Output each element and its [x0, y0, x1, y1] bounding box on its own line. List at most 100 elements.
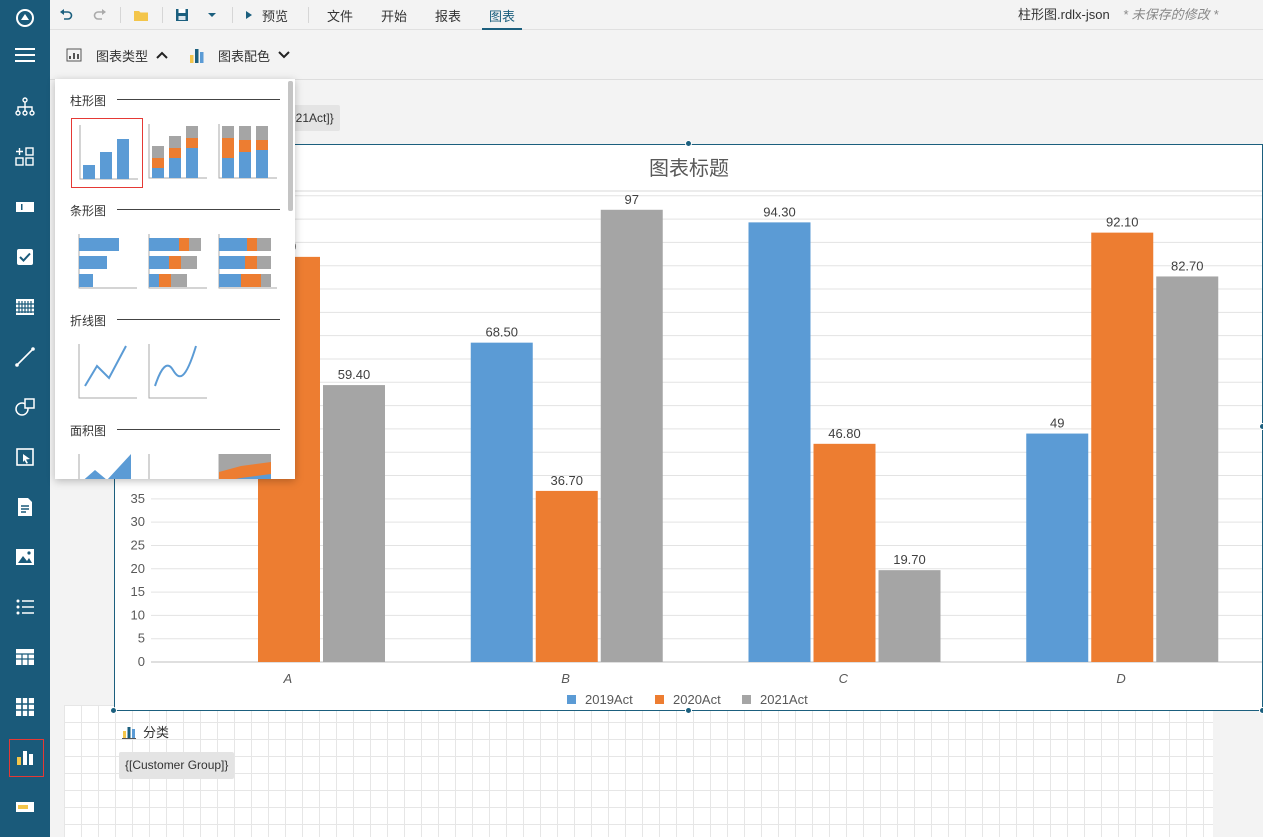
data-label: 97 [625, 192, 639, 207]
area-chart-thumb[interactable] [71, 448, 143, 479]
x-axis-labels: A B C D [283, 671, 1126, 686]
bar-2021Act-C [878, 570, 941, 662]
shapes-icon[interactable] [0, 382, 50, 432]
percent-stacked-column-thumb[interactable] [211, 118, 283, 188]
matrix-icon[interactable] [0, 682, 50, 732]
legend-swatch [567, 695, 576, 704]
section-title-column: 柱形图 [70, 94, 107, 108]
tab-report[interactable]: 报表 [434, 8, 461, 24]
legend-label: 2020Act [673, 692, 721, 707]
legend-swatch [655, 695, 664, 704]
bar-2021Act-B [600, 209, 663, 662]
y-tick-label: 25 [131, 537, 145, 552]
top-toolbar: 预览 文件 开始 报表 图表 柱形图.rdlx-json * 未保存的修改 * [50, 0, 1263, 30]
chart-type-icon [66, 48, 82, 62]
chart-icon[interactable] [0, 732, 50, 782]
section-title-area: 面积图 [70, 424, 107, 438]
y-tick-label: 5 [138, 631, 145, 646]
clustered-bar-thumb[interactable] [71, 228, 143, 298]
hierarchy-icon[interactable] [0, 82, 50, 132]
y-tick-label: 35 [131, 491, 145, 506]
chart-color-label: 图表配色 [218, 48, 271, 64]
preview-label: 预览 [262, 8, 289, 24]
input-field-icon[interactable] [0, 432, 50, 482]
line-icon[interactable] [0, 332, 50, 382]
add-component-icon[interactable] [0, 132, 50, 182]
bar-2020Act-B [535, 490, 598, 662]
x-category-label: A [283, 671, 293, 686]
data-label: 59.40 [338, 367, 371, 382]
y-axis-ticks: 0 5 10 15 20 25 30 35 [131, 491, 145, 669]
textbox-icon[interactable] [0, 182, 50, 232]
tab-home[interactable]: 开始 [380, 8, 407, 24]
data-label: 19.70 [893, 552, 926, 567]
table-icon[interactable] [0, 632, 50, 682]
save-icon[interactable] [172, 0, 192, 30]
stacked-bar-thumb[interactable] [141, 228, 213, 298]
chart-color-button[interactable]: 图表配色 [188, 40, 290, 70]
list-icon[interactable] [0, 582, 50, 632]
bar-2019Act-C [748, 222, 811, 662]
chart-type-label: 图表类型 [96, 48, 149, 64]
preview-button[interactable]: 预览 [244, 0, 302, 30]
data-label: 92.10 [1106, 215, 1139, 230]
percent-area-thumb[interactable] [211, 448, 283, 479]
rich-text-icon[interactable] [0, 482, 50, 532]
resize-handle-bottom-left[interactable] [110, 707, 117, 714]
legend-label: 2019Act [585, 692, 633, 707]
save-dropdown-icon[interactable] [202, 0, 222, 30]
design-grid [64, 705, 1213, 837]
x-category-label: D [1116, 671, 1125, 686]
chart-ribbon: 图表类型 图表配色 [50, 30, 1263, 80]
barcode-icon[interactable] [0, 282, 50, 332]
play-icon [246, 11, 252, 19]
app-logo-icon [0, 0, 50, 36]
open-folder-icon[interactable] [130, 0, 152, 30]
y-tick-label: 15 [131, 584, 145, 599]
bullet-icon[interactable] [0, 782, 50, 832]
checkbox-icon[interactable] [0, 232, 50, 282]
y-tick-label: 0 [138, 654, 145, 669]
percent-stacked-bar-thumb[interactable] [211, 228, 283, 298]
undo-icon[interactable] [56, 0, 76, 30]
bar-2020Act-C [813, 443, 876, 662]
bar-2019Act-B [470, 342, 533, 662]
smooth-line-thumb[interactable] [141, 338, 213, 408]
stacked-column-thumb[interactable] [141, 118, 213, 188]
data-label: 68.50 [485, 325, 518, 340]
bar-2020Act-D [1091, 232, 1154, 662]
resize-handle-top[interactable] [685, 140, 692, 147]
chart-color-icon [190, 49, 204, 63]
clustered-column-thumb[interactable] [71, 118, 143, 188]
chart-legend: 2019Act 2020Act 2021Act [567, 692, 808, 707]
tab-file[interactable]: 文件 [326, 8, 353, 24]
chart-type-button[interactable]: 图表类型 [66, 40, 168, 70]
resize-handle-right[interactable] [1259, 423, 1263, 430]
unsaved-status: * 未保存的修改 * [1123, 7, 1219, 22]
resize-handle-bottom[interactable] [685, 707, 692, 714]
redo-icon[interactable] [90, 0, 110, 30]
y-tick-label: 10 [131, 607, 145, 622]
document-title: 柱形图.rdlx-json [1018, 7, 1110, 22]
data-label: 82.70 [1171, 258, 1204, 273]
stacked-area-thumb[interactable] [141, 448, 213, 479]
category-label: 分类 [143, 725, 170, 740]
gallery-scrollbar[interactable] [288, 81, 293, 211]
chart-type-gallery: 柱形图 条形图 折线图 面积图 [55, 79, 295, 479]
data-label: 49 [1050, 416, 1064, 431]
chevron-down-icon [278, 51, 290, 59]
data-label: 46.80 [828, 426, 861, 441]
data-labels: 9059.4068.5036.709794.3046.8019.704992.1… [282, 192, 1204, 567]
resize-handle-bottom-right[interactable] [1259, 707, 1263, 714]
y-tick-label: 20 [131, 561, 145, 576]
menu-icon[interactable] [0, 30, 50, 80]
legend-label: 2021Act [760, 692, 808, 707]
category-area: 分类 [122, 722, 169, 741]
tab-chart[interactable]: 图表 [482, 0, 522, 30]
category-field-chip[interactable]: {[Customer Group]} [119, 752, 235, 779]
line-chart-thumb[interactable] [71, 338, 143, 408]
bar-2021Act-A [323, 385, 385, 662]
image-icon[interactable] [0, 532, 50, 582]
legend-swatch [742, 695, 751, 704]
